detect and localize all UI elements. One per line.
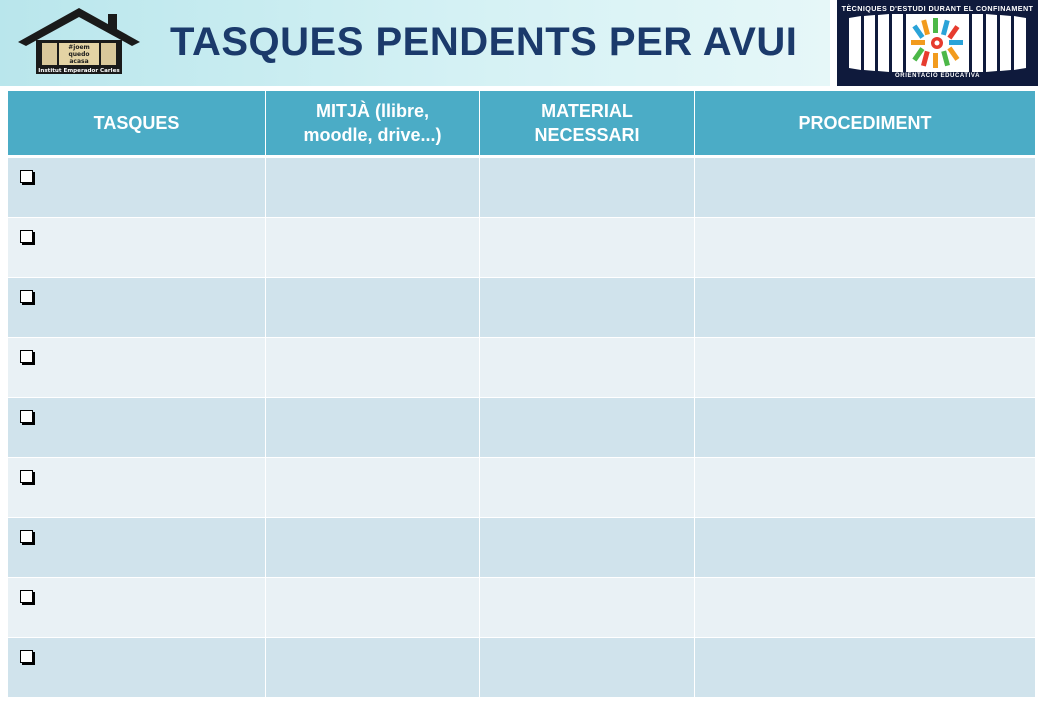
checkbox[interactable] (20, 650, 33, 663)
institut-logo: #joem quedo acasa Institut Emperador Car… (18, 8, 140, 74)
tasks-table: TASQUES MITJÀ (llibre, moodle, drive...)… (7, 90, 1036, 698)
checkbox[interactable] (20, 350, 33, 363)
table-row (7, 156, 1036, 218)
checkbox[interactable] (20, 470, 33, 483)
material-cell[interactable] (479, 397, 695, 458)
medium-cell[interactable] (265, 337, 480, 398)
checkbox[interactable] (20, 410, 33, 423)
procedure-cell[interactable] (694, 217, 1036, 278)
task-cell[interactable] (7, 156, 266, 218)
logo-caption: Institut Emperador Carles (38, 68, 120, 74)
material-cell[interactable] (479, 277, 695, 338)
procedure-cell[interactable] (694, 337, 1036, 398)
header-banner: #joem quedo acasa Institut Emperador Car… (0, 0, 830, 86)
header-mitja-line2: moodle, drive...) (303, 125, 442, 145)
procedure-cell[interactable] (694, 577, 1036, 638)
medium-cell[interactable] (265, 156, 480, 218)
hands-logo-graphic (849, 14, 1026, 72)
material-cell[interactable] (479, 517, 695, 578)
procedure-cell[interactable] (694, 156, 1036, 218)
material-cell[interactable] (479, 217, 695, 278)
material-cell[interactable] (479, 156, 695, 218)
header-material-line2: NECESSARI (534, 125, 640, 145)
table-row (7, 337, 1036, 398)
table-header-row: TASQUES MITJÀ (llibre, moodle, drive...)… (7, 90, 1036, 158)
header-material-line1: MATERIAL (541, 100, 633, 121)
medium-cell[interactable] (265, 637, 480, 698)
medium-cell[interactable] (265, 397, 480, 458)
task-cell[interactable] (7, 637, 266, 698)
procedure-cell[interactable] (694, 517, 1036, 578)
page-title: TASQUES PENDENTS PER AVUI (170, 20, 798, 64)
header-procediment-line1: PROCEDIMENT (798, 112, 932, 133)
task-cell[interactable] (7, 277, 266, 338)
orientacio-logo: TÈCNIQUES D'ESTUDI DURANT EL CONFINAMENT… (837, 0, 1038, 86)
logo-text-line2: quedo (68, 51, 89, 58)
table-row (7, 637, 1036, 698)
header-tasques-line1: TASQUES (93, 112, 180, 133)
checkbox[interactable] (20, 170, 33, 183)
medium-cell[interactable] (265, 217, 480, 278)
header-mitja-line1: MITJÀ (llibre, (315, 100, 429, 121)
task-cell[interactable] (7, 577, 266, 638)
logo-right-top-text: TÈCNIQUES D'ESTUDI DURANT EL CONFINAMENT (841, 4, 1034, 13)
checkbox[interactable] (20, 590, 33, 603)
task-cell[interactable] (7, 217, 266, 278)
table-row (7, 397, 1036, 458)
material-cell[interactable] (479, 577, 695, 638)
material-cell[interactable] (479, 457, 695, 518)
task-cell[interactable] (7, 337, 266, 398)
table-row (7, 577, 1036, 638)
procedure-cell[interactable] (694, 277, 1036, 338)
header-material: MATERIAL NECESSARI (479, 90, 695, 158)
header-mitja: MITJÀ (llibre, moodle, drive...) (265, 90, 480, 158)
checkbox[interactable] (20, 230, 33, 243)
task-cell[interactable] (7, 517, 266, 578)
table-row (7, 217, 1036, 278)
task-cell[interactable] (7, 397, 266, 458)
logo-text-line1: #joem (68, 44, 90, 51)
checkbox[interactable] (20, 290, 33, 303)
medium-cell[interactable] (265, 277, 480, 338)
medium-cell[interactable] (265, 457, 480, 518)
procedure-cell[interactable] (694, 457, 1036, 518)
header-procediment: PROCEDIMENT (694, 90, 1036, 158)
medium-cell[interactable] (265, 517, 480, 578)
logo-text-line3: acasa (69, 58, 88, 65)
material-cell[interactable] (479, 637, 695, 698)
material-cell[interactable] (479, 337, 695, 398)
procedure-cell[interactable] (694, 637, 1036, 698)
logo-right-bottom-text: ORIENTACIÓ EDUCATIVA (895, 73, 980, 79)
checkbox[interactable] (20, 530, 33, 543)
medium-cell[interactable] (265, 577, 480, 638)
table-row (7, 277, 1036, 338)
procedure-cell[interactable] (694, 397, 1036, 458)
table-row (7, 517, 1036, 578)
header-tasques: TASQUES (7, 90, 266, 158)
task-cell[interactable] (7, 457, 266, 518)
table-row (7, 457, 1036, 518)
